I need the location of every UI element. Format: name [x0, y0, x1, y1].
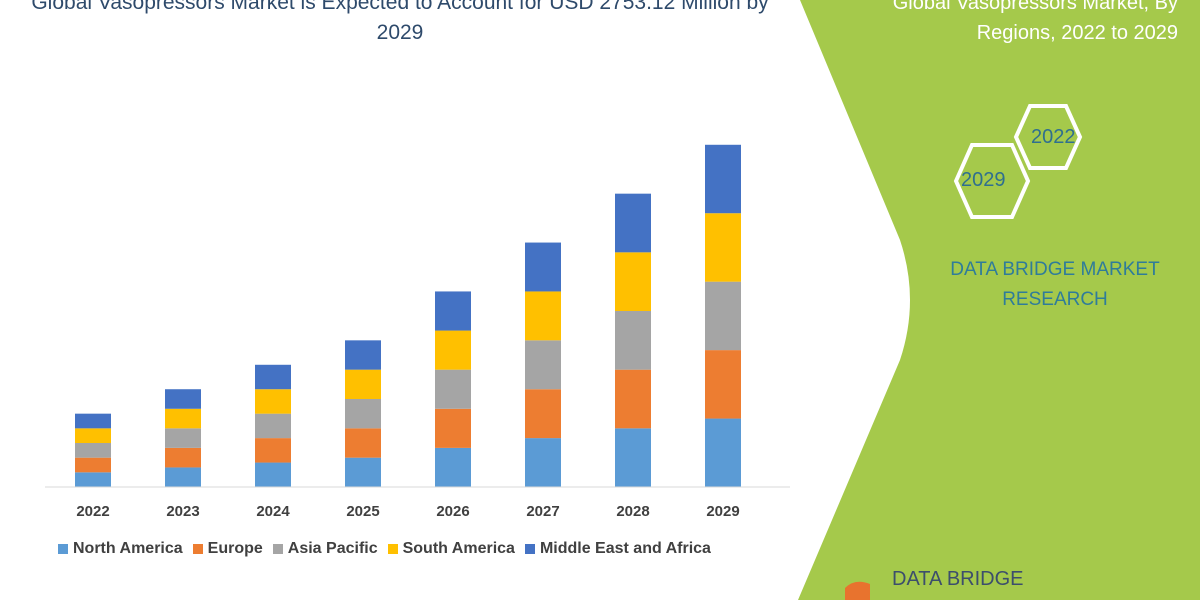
bar-segment-2026-1 [435, 408, 471, 448]
legend-label: Asia Pacific [287, 540, 378, 557]
chart-title: Global Vasopressors Market is Expected t… [31, 0, 769, 44]
x-tick-label: 2027 [526, 503, 560, 520]
bar-segment-2022-2 [75, 443, 111, 458]
bar-segment-2026-0 [435, 447, 471, 487]
bar-segment-2028-3 [615, 252, 651, 311]
bar-segment-2026-3 [435, 330, 471, 370]
x-tick-label: 2022 [76, 503, 110, 520]
bar-segment-2028-2 [615, 311, 651, 370]
bar-segment-2024-4 [255, 364, 291, 390]
legend-item: North America [58, 540, 183, 558]
x-tick-label: 2028 [616, 503, 650, 520]
bar-segment-2029-1 [705, 350, 741, 419]
x-tick-label: 2026 [436, 503, 470, 520]
logo-text: DATA BRIDGE [892, 568, 1024, 590]
bar-segment-2025-2 [345, 399, 381, 429]
x-tick-label: 2025 [346, 503, 380, 520]
bar-segment-2023-1 [165, 447, 201, 468]
bar-segment-2025-4 [345, 340, 381, 370]
bar-segment-2025-3 [345, 369, 381, 399]
bar-segment-2028-0 [615, 428, 651, 487]
bar-segment-2022-1 [75, 457, 111, 473]
bar-segment-2027-4 [525, 242, 561, 292]
bar-segment-2028-1 [615, 369, 651, 429]
bar-segment-2029-0 [705, 418, 741, 487]
x-tick-label: 2023 [166, 503, 200, 520]
bar-segment-2023-0 [165, 467, 201, 487]
hexagon-2029 [953, 143, 1031, 219]
legend-item: Europe [192, 540, 263, 558]
side-panel-title: Global Vasopressors Market, By Regions, … [892, 0, 1178, 44]
legend-label: South America [402, 540, 515, 557]
bar-segment-2028-4 [615, 193, 651, 253]
bar-segment-2023-3 [165, 408, 201, 429]
bar-segment-2029-3 [705, 213, 741, 282]
bar-segment-2027-1 [525, 389, 561, 439]
bar-segment-2023-2 [165, 428, 201, 448]
bar-segment-2026-4 [435, 291, 471, 331]
legend-swatch [272, 544, 283, 554]
bar-segment-2029-2 [705, 281, 741, 351]
bar-segment-2027-0 [525, 438, 561, 487]
bar-segment-2023-4 [165, 389, 201, 409]
bar-segment-2024-3 [255, 389, 291, 414]
legend-label: North America [73, 540, 183, 557]
hex-label-2029: 2029 [961, 169, 1006, 191]
legend-item: South America [387, 540, 515, 558]
bar-segment-2024-1 [255, 438, 291, 463]
bar-segment-2027-2 [525, 340, 561, 390]
bar-segment-2022-4 [75, 413, 111, 429]
x-tick-label: 2024 [256, 503, 290, 520]
hex-label-2022: 2022 [1031, 126, 1076, 148]
legend-swatch [58, 544, 68, 554]
hexagon-2022 [1013, 104, 1083, 170]
legend: North America Europe Asia Pacific South Ame… [58, 540, 711, 558]
x-tick-label: 2029 [706, 503, 740, 520]
bar-segment-2029-4 [705, 144, 741, 214]
bar-segment-2024-2 [255, 413, 291, 439]
legend-item: Middle East and Africa [524, 540, 711, 558]
bar-segment-2027-3 [525, 291, 561, 341]
legend-swatch [387, 544, 398, 554]
bar-segment-2025-0 [345, 457, 381, 487]
legend-label: Middle East and Africa [539, 540, 711, 557]
side-panel-shape [798, 0, 1200, 600]
bar-segment-2024-0 [255, 462, 291, 487]
legend-label: Europe [207, 540, 263, 557]
bar-segment-2022-3 [75, 428, 111, 443]
legend-swatch [192, 544, 203, 554]
bar-segment-2022-0 [75, 472, 111, 487]
bar-segment-2025-1 [345, 428, 381, 458]
bar-segment-2026-2 [435, 369, 471, 409]
brand-text: DATA BRIDGE MARKET RESEARCH [950, 259, 1160, 310]
bars [75, 144, 741, 487]
legend-item: Asia Pacific [272, 540, 378, 558]
logo-icon [845, 570, 870, 600]
legend-swatch [524, 544, 535, 554]
